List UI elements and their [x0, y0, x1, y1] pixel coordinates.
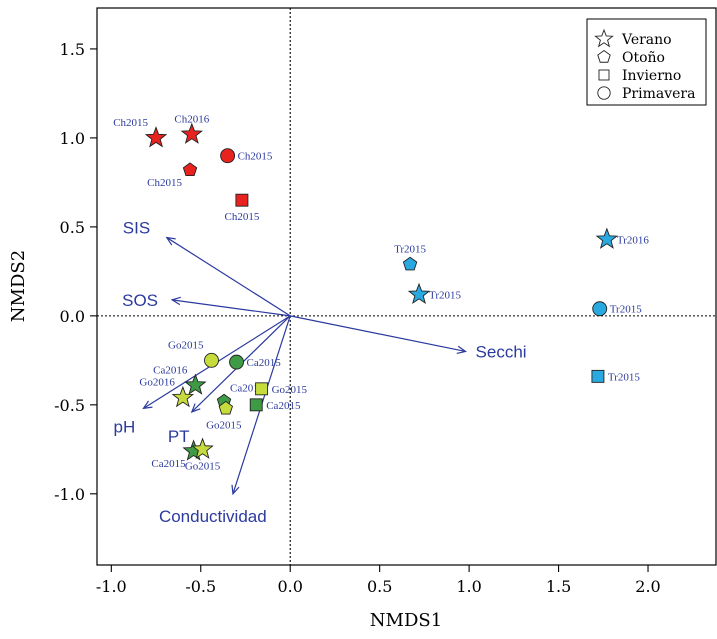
point-label: Ca2016 [153, 364, 188, 376]
point-label: Go2015 [206, 419, 242, 431]
vector-label: SIS [123, 219, 150, 238]
legend-label: Verano [621, 32, 672, 48]
legend-pentagon-icon [597, 49, 611, 63]
point-label: Tr2015 [429, 290, 461, 302]
vector-arrowhead [165, 236, 176, 246]
y-tick-label: -1.0 [54, 485, 85, 504]
vector-label: PT [168, 427, 190, 446]
point-label: Ca2015 [266, 400, 301, 412]
x-axis: -1.0 -0.5 0.0 0.5 1.0 1.5 2.0 [96, 565, 661, 596]
point-label: Ca2015 [247, 357, 282, 369]
x-tick-label: -1.0 [96, 577, 127, 596]
x-tick-label: 2.0 [635, 577, 660, 596]
point-star [171, 385, 195, 408]
vector-label: SOS [122, 291, 158, 310]
plot-frame [96, 7, 717, 566]
legend-label: Otoño [622, 50, 665, 66]
point-label: Tr2016 [617, 234, 649, 246]
y-tick-label: 0.5 [60, 218, 85, 237]
legend-label: Invierno [622, 68, 681, 84]
point-label: Tr2015 [608, 371, 640, 383]
point-label: Go2015 [168, 339, 204, 351]
vector-arrowhead [190, 403, 201, 413]
point-label: Go2016 [139, 377, 175, 389]
y-tick-label: 0.0 [60, 307, 85, 326]
x-axis-title: NMDS1 [370, 610, 442, 631]
point-label: Ch2015 [147, 177, 182, 189]
point-square [235, 193, 249, 207]
legend: Verano Otoño Invierno Primavera [586, 18, 707, 106]
point-square [249, 398, 263, 412]
point-pentagon [218, 400, 233, 415]
point-label: Ch2015 [113, 117, 148, 129]
vector-arrowhead [142, 400, 153, 410]
vector-arrowhead [170, 296, 181, 306]
point-label: Go2015 [272, 384, 308, 396]
point-star [184, 373, 207, 395]
point-label: Ch2015 [224, 211, 259, 223]
point-label: Go2015 [185, 460, 221, 472]
vector-arrowhead [456, 345, 467, 355]
point-label: Tr2015 [394, 243, 426, 255]
vector-line [172, 299, 291, 317]
point-star [595, 227, 619, 249]
point-star [407, 282, 431, 305]
point-pentagon [182, 162, 198, 177]
point-star [180, 122, 204, 144]
point-circle [220, 148, 236, 164]
point-square [591, 369, 605, 383]
point-star [191, 437, 214, 459]
point-label: Tr2015 [610, 304, 642, 316]
vector-label: Secchi [476, 342, 527, 361]
y-tick-label: -0.5 [54, 396, 85, 415]
legend-circle-icon [597, 86, 611, 100]
legend-star-icon [594, 28, 614, 48]
y-axis-title: NMDS2 [8, 250, 29, 322]
vector-label: pH [114, 417, 136, 436]
legend-square-icon [598, 69, 610, 81]
x-tick-label: 1.0 [456, 577, 481, 596]
vector-line [166, 237, 291, 317]
point-circle [592, 301, 608, 317]
legend-label: Primavera [622, 86, 695, 102]
y-tick-label: 1.5 [60, 40, 85, 59]
point-label: Ch2016 [174, 113, 209, 125]
x-tick-label: 1.5 [546, 577, 571, 596]
vector-label: Conductividad [159, 507, 267, 526]
y-axis: -1.0 -0.5 0.0 0.5 1.0 1.5 [54, 40, 97, 504]
y-tick-label: 1.0 [60, 129, 85, 148]
sample-points: Ch2015 Ch2016 Ch2015 Ch2015 Ch2015 Tr2016 Tr20… [113, 113, 649, 472]
x-tick-label: 0.5 [367, 577, 392, 596]
reference-lines [97, 8, 716, 565]
point-label: Ch2015 [238, 151, 273, 163]
vector-arrowhead [231, 484, 240, 496]
point-circle [229, 354, 244, 370]
point-square [255, 382, 269, 396]
point-pentagon [402, 256, 418, 271]
point-star [144, 126, 168, 148]
x-tick-label: 0.0 [277, 577, 302, 596]
point-circle [204, 352, 219, 368]
x-tick-label: -0.5 [185, 577, 216, 596]
point-label: Ca2015 [151, 458, 186, 470]
vector-line [290, 315, 466, 353]
